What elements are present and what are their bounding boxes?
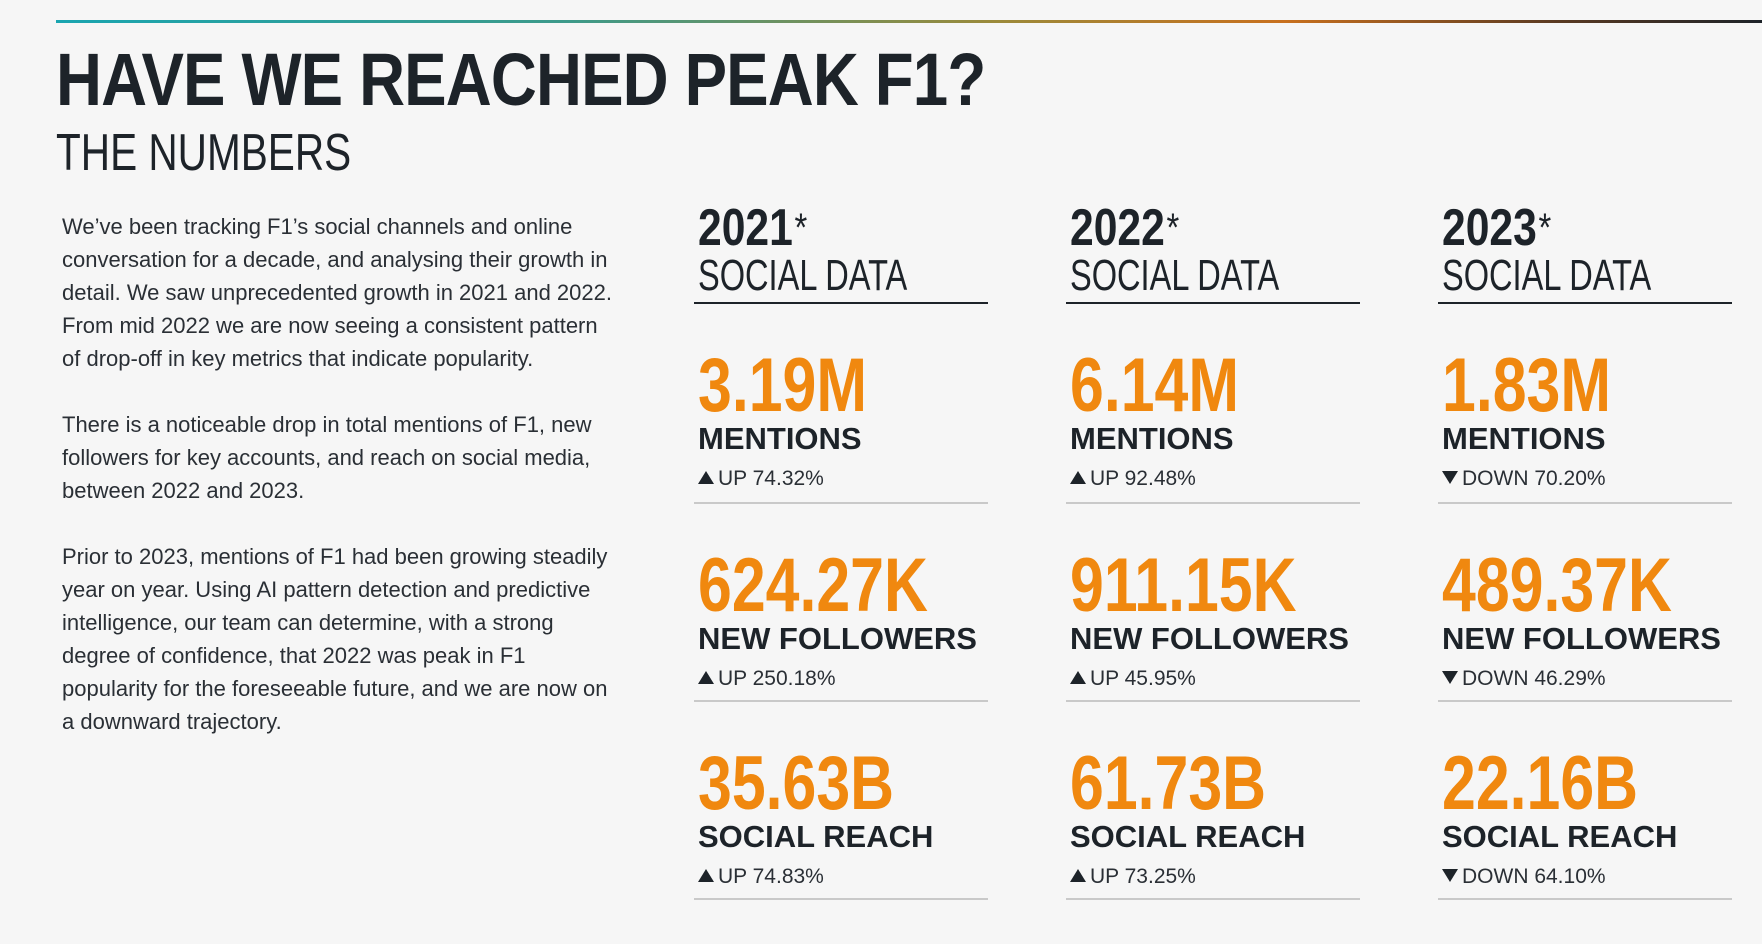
triangle-up-icon [1070, 471, 1086, 484]
stat-change: DOWN 70.20% [1442, 466, 1606, 492]
triangle-up-icon [1070, 869, 1086, 882]
intro-paragraph: There is a noticeable drop in total ment… [62, 412, 592, 503]
stat-mentions: 1.83M MENTIONS DOWN 70.20% [1438, 304, 1732, 504]
page-title: HAVE WE REACHED PEAK F1? [56, 38, 986, 121]
social-data-label: SOCIAL DATA [698, 251, 908, 300]
social-data-label: SOCIAL DATA [1442, 251, 1652, 300]
stat-label: SOCIAL REACH [1070, 819, 1306, 854]
stat-label: MENTIONS [1442, 421, 1606, 456]
stat-change: DOWN 46.29% [1442, 666, 1606, 692]
triangle-down-icon [1442, 671, 1458, 684]
stat-label: MENTIONS [698, 421, 862, 456]
stat-new-followers: 911.15K NEW FOLLOWERS UP 45.95% [1066, 504, 1360, 702]
stat-value: 911.15K [1070, 543, 1297, 628]
stat-value: 61.73B [1070, 741, 1267, 826]
stat-change: UP 45.95% [1070, 666, 1196, 692]
page-subtitle: THE NUMBERS [56, 124, 352, 182]
triangle-up-icon [698, 471, 714, 484]
stat-change: UP 92.48% [1070, 466, 1196, 492]
intro-paragraph: Prior to 2023, mentions of F1 had been g… [62, 544, 608, 734]
stat-change: UP 74.32% [698, 466, 824, 492]
year-heading: 2022* [1070, 199, 1180, 257]
year-heading: 2023* [1442, 199, 1552, 257]
stat-label: NEW FOLLOWERS [698, 621, 977, 656]
stat-label: SOCIAL REACH [698, 819, 934, 854]
triangle-down-icon [1442, 869, 1458, 882]
column-header: 2021* SOCIAL DATA [694, 200, 988, 304]
year-column-2023: 2023* SOCIAL DATA 1.83M MENTIONS DOWN 70… [1438, 200, 1732, 900]
year-heading: 2021* [698, 199, 808, 257]
stat-change: DOWN 64.10% [1442, 864, 1606, 890]
stat-new-followers: 624.27K NEW FOLLOWERS UP 250.18% [694, 504, 988, 702]
intro-paragraph: We’ve been tracking F1’s social channels… [62, 214, 612, 371]
stat-change: UP 74.83% [698, 864, 824, 890]
year-column-2022: 2022* SOCIAL DATA 6.14M MENTIONS UP 92.4… [1066, 200, 1360, 900]
stat-social-reach: 22.16B SOCIAL REACH DOWN 64.10% [1438, 702, 1732, 900]
stat-new-followers: 489.37K NEW FOLLOWERS DOWN 46.29% [1438, 504, 1732, 702]
stat-label: SOCIAL REACH [1442, 819, 1678, 854]
triangle-down-icon [1442, 471, 1458, 484]
stat-change: UP 250.18% [698, 666, 836, 692]
stat-value: 6.14M [1070, 343, 1239, 428]
triangle-up-icon [698, 869, 714, 882]
stat-social-reach: 61.73B SOCIAL REACH UP 73.25% [1066, 702, 1360, 900]
stat-mentions: 3.19M MENTIONS UP 74.32% [694, 304, 988, 504]
column-header: 2022* SOCIAL DATA [1066, 200, 1360, 304]
social-data-label: SOCIAL DATA [1070, 251, 1280, 300]
stat-label: NEW FOLLOWERS [1070, 621, 1349, 656]
stat-mentions: 6.14M MENTIONS UP 92.48% [1066, 304, 1360, 504]
intro-text: We’ve been tracking F1’s social channels… [62, 210, 622, 771]
stat-value: 22.16B [1442, 741, 1639, 826]
stat-label: MENTIONS [1070, 421, 1234, 456]
top-gradient-rule [56, 20, 1762, 23]
stat-value: 1.83M [1442, 343, 1611, 428]
stat-value: 489.37K [1442, 543, 1672, 628]
stat-label: NEW FOLLOWERS [1442, 621, 1721, 656]
triangle-up-icon [698, 671, 714, 684]
stat-change: UP 73.25% [1070, 864, 1196, 890]
stat-value: 624.27K [698, 543, 928, 628]
year-column-2021: 2021* SOCIAL DATA 3.19M MENTIONS UP 74.3… [694, 200, 988, 900]
triangle-up-icon [1070, 671, 1086, 684]
stat-social-reach: 35.63B SOCIAL REACH UP 74.83% [694, 702, 988, 900]
stat-value: 3.19M [698, 343, 867, 428]
column-header: 2023* SOCIAL DATA [1438, 200, 1732, 304]
stat-value: 35.63B [698, 741, 895, 826]
